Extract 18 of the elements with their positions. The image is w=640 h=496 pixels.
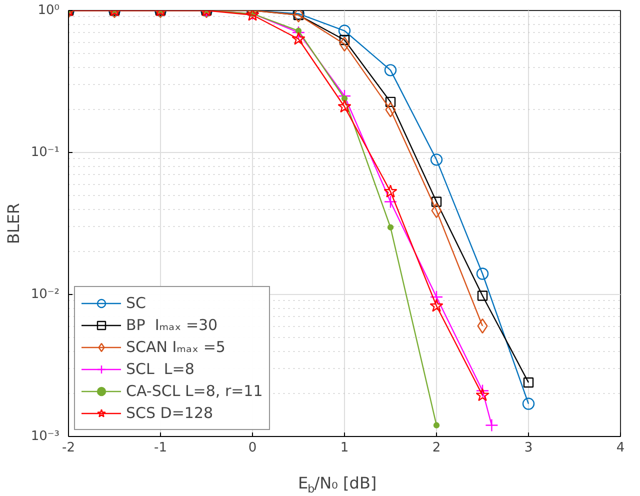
x-tick-label: 1	[340, 440, 349, 456]
legend-label: BP Iₘₐₓ =30	[126, 316, 218, 334]
y-axis-title: BLER	[4, 202, 23, 244]
y-tick-label: 10⁰	[38, 3, 60, 18]
x-tick-label: -2	[62, 440, 75, 456]
legend-label: CA-SCL L=8, r=11	[126, 382, 263, 400]
legend-label: SCAN Iₘₐₓ =5	[126, 338, 226, 356]
legend-label: SCS D=128	[126, 404, 214, 422]
x-tick-label: 4	[616, 440, 625, 456]
x-tick-label: 0	[248, 440, 257, 456]
x-tick-label: 3	[524, 440, 533, 456]
y-tick-label: 10⁻²	[30, 287, 60, 302]
x-tick-label: -1	[154, 440, 167, 456]
y-tick-label: 10⁻¹	[30, 145, 60, 160]
x-tick-label: 2	[432, 440, 441, 456]
legend-label: SCL L=8	[126, 360, 194, 378]
y-tick-label: 10⁻³	[30, 429, 60, 444]
legend-label: SC	[126, 294, 146, 312]
